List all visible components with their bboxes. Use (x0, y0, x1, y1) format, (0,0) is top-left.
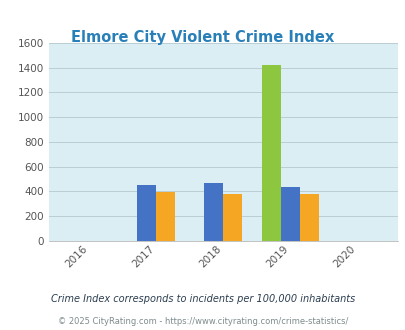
Bar (137, 185, 156, 241)
Text: © 2025 CityRating.com - https://www.cityrating.com/crime-statistics/: © 2025 CityRating.com - https://www.city… (58, 317, 347, 326)
Text: Elmore City Violent Crime Index: Elmore City Violent Crime Index (71, 30, 334, 45)
Bar (262, 65, 280, 241)
Bar (280, 187, 299, 241)
Bar (223, 194, 241, 241)
Bar (156, 192, 175, 241)
Bar (299, 194, 318, 241)
Bar (204, 183, 223, 241)
Text: Crime Index corresponds to incidents per 100,000 inhabitants: Crime Index corresponds to incidents per… (51, 294, 354, 304)
